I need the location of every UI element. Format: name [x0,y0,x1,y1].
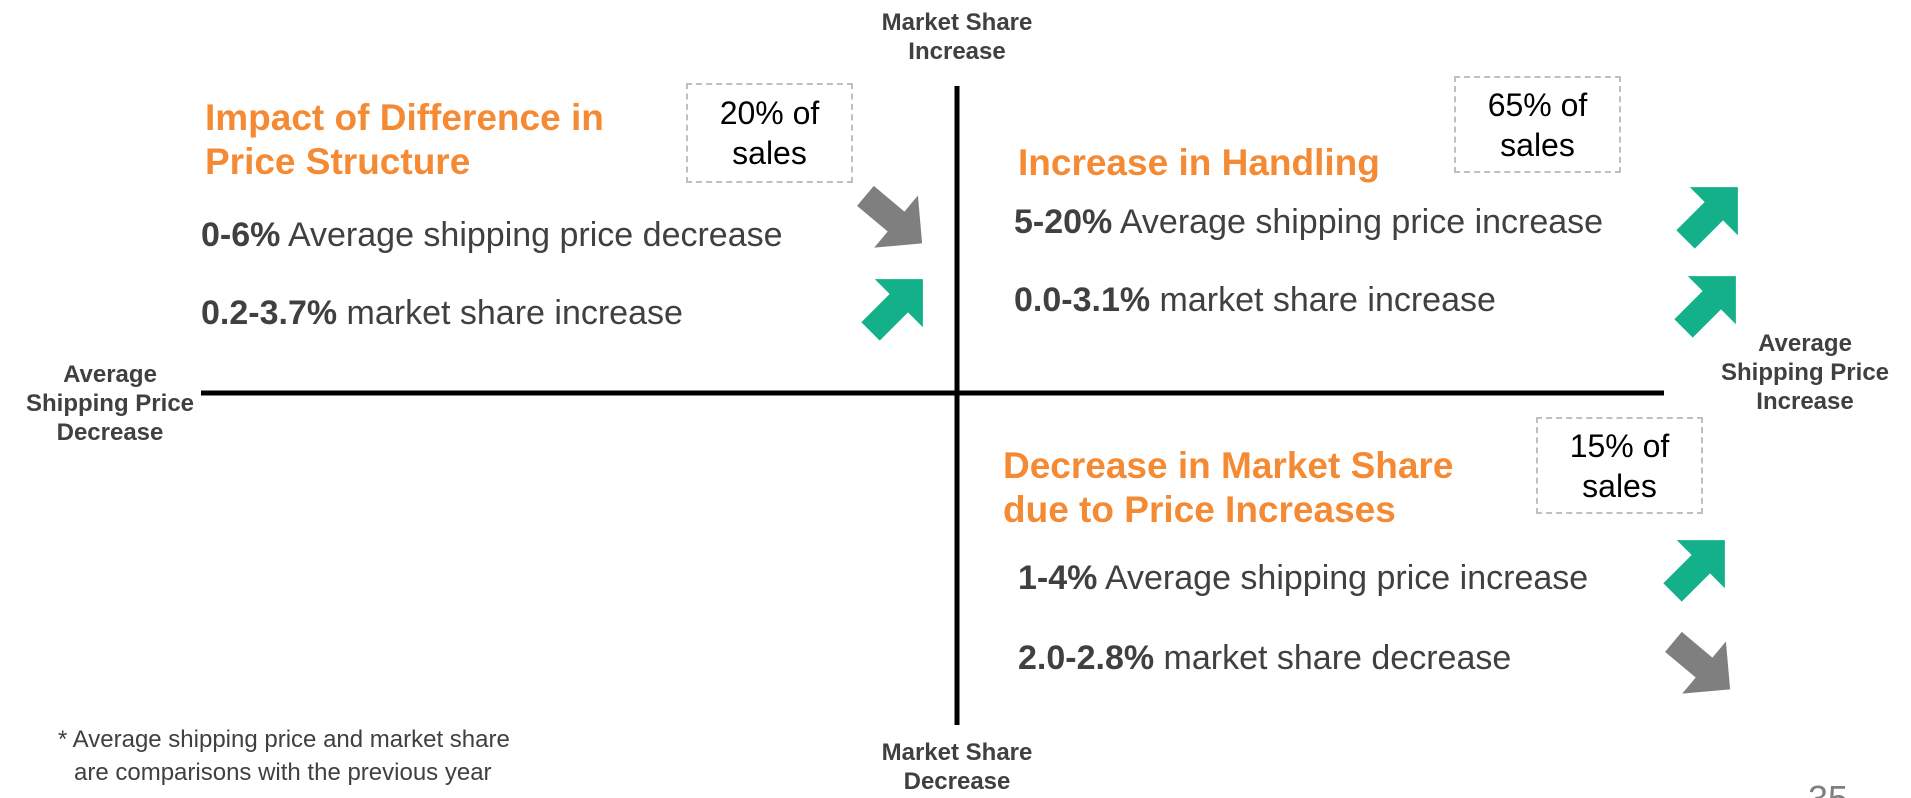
title-line: Increase in Handling [1018,142,1380,183]
label-line: Market Share [881,9,1033,36]
label-line: Increase [908,38,1006,65]
label-line: Decrease [56,419,164,446]
share-box: 15% of sales [1536,417,1703,514]
share-line: 65% of [1487,86,1588,123]
down-arrow [843,169,944,270]
axis-label-bottom: Market Share Decrease [857,738,1057,796]
page-number: 35 [1808,778,1848,798]
footnote-line: are comparisons with the previous year [74,759,492,786]
up-arrow [1648,516,1749,617]
share-box: 20% of sales [686,83,853,183]
axis-label-right: Average Shipping Price Increase [1700,329,1910,416]
axis-label-top: Market Share Increase [857,8,1057,66]
title-line: Decrease in Market Share [1003,445,1454,486]
quadrant-title: Increase in Handling [1018,141,1380,185]
item: 0-6% Average shipping price decrease [201,215,783,255]
down-arrow [1651,615,1752,716]
item-figure: 2.0-2.8% [1018,639,1155,677]
item-text: Average shipping price increase [1104,559,1589,597]
label-line: Shipping Price [25,390,195,417]
item-text: Average shipping price decrease [287,216,783,254]
share-box: 65% of sales [1454,76,1621,173]
up-arrow [846,255,947,356]
item-figure: 1-4% [1018,559,1098,597]
item-figure: 0-6% [201,216,281,254]
title-line: due to Price Increases [1003,489,1396,530]
item-text: market share decrease [1163,639,1512,677]
axis-label-left: Average Shipping Price Decrease [0,360,220,447]
label-line: Average [1758,330,1852,357]
footnote: * Average shipping price and market shar… [58,723,510,789]
item: 0.2-3.7% market share increase [201,293,683,333]
share-line: 20% of [719,95,820,131]
label-line: Average [63,361,157,388]
label-line: Shipping Price [1720,359,1890,386]
quadrant-title: Impact of Difference in Price Structure [205,96,604,184]
item-text: market share increase [346,294,683,332]
quadrant-title: Decrease in Market Share due to Price In… [1003,444,1453,532]
item-text: Average shipping price increase [1119,203,1604,241]
share-line: sales [1500,126,1575,163]
item-text: market share increase [1159,281,1496,319]
up-arrow [1661,163,1762,264]
item: 5-20% Average shipping price increase [1014,202,1603,242]
share-line: 15% of [1569,427,1670,464]
footnote-line: * Average shipping price and market shar… [58,726,510,753]
share-line: sales [1582,467,1657,504]
share-line: sales [732,135,807,171]
label-line: Decrease [903,768,1011,795]
title-line: Impact of Difference in [205,97,604,138]
item: 0.0-3.1% market share increase [1014,280,1496,320]
label-line: Increase [1756,388,1854,415]
title-line: Price Structure [205,141,471,182]
item-figure: 0.0-3.1% [1014,281,1151,319]
item: 1-4% Average shipping price increase [1018,558,1588,598]
item-figure: 5-20% [1014,203,1113,241]
item: 2.0-2.8% market share decrease [1018,638,1511,678]
label-line: Market Share [881,739,1033,766]
item-figure: 0.2-3.7% [201,294,338,332]
